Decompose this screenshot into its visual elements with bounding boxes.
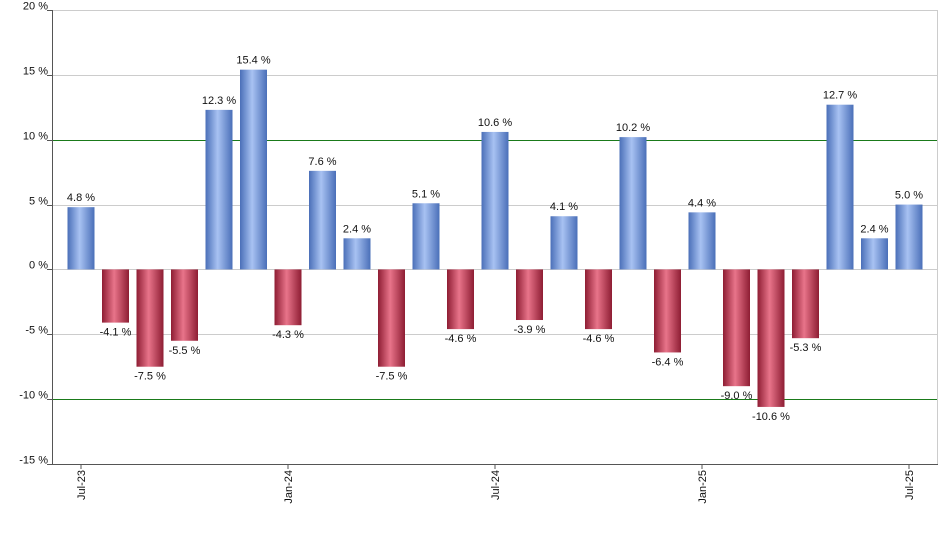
axes: 20 % 15 % 10 % 5 % 0 % -5 % -10 % -15 % Jul-23 Ja… xyxy=(19,1,938,504)
bar-negative xyxy=(792,269,819,339)
y-tick-label: 15 % xyxy=(23,66,48,78)
bar-negative xyxy=(516,269,543,321)
y-tick-label: 0 % xyxy=(29,260,48,272)
data-label: 10.2 % xyxy=(616,122,650,134)
bar-positive xyxy=(481,131,509,270)
data-label: -10.6 % xyxy=(752,411,790,423)
x-tick-label: Jul-23 xyxy=(76,470,88,500)
x-tick-label: Jul-24 xyxy=(490,470,502,500)
bar-positive xyxy=(688,212,716,270)
y-tick-label: 10 % xyxy=(23,131,48,143)
bar-negative xyxy=(171,269,198,341)
data-label: -5.3 % xyxy=(790,342,822,354)
bar-positive xyxy=(240,69,267,270)
data-label: 2.4 % xyxy=(343,223,371,235)
data-label: 5.0 % xyxy=(895,190,923,202)
bar-positive xyxy=(895,204,923,270)
bar-positive xyxy=(412,203,440,270)
data-label: -3.9 % xyxy=(514,324,546,336)
x-tick-label: Jul-25 xyxy=(904,470,916,500)
data-label: -4.1 % xyxy=(100,327,132,339)
bar-positive xyxy=(550,216,578,270)
bar-positive xyxy=(343,238,371,270)
bar-positive xyxy=(309,170,336,270)
bar-negative xyxy=(378,269,405,367)
y-tick-label: -10 % xyxy=(19,390,48,402)
data-label: -7.5 % xyxy=(134,371,166,383)
bar-negative xyxy=(723,269,750,387)
y-tick-label: 20 % xyxy=(23,1,48,13)
data-label: 5.1 % xyxy=(412,188,440,200)
bars xyxy=(67,69,923,407)
bar-negative xyxy=(585,269,612,330)
data-label: -9.0 % xyxy=(721,390,753,402)
data-label: 4.8 % xyxy=(67,192,95,204)
data-label: 12.7 % xyxy=(823,90,857,102)
data-label: 15.4 % xyxy=(236,55,270,67)
data-label: 2.4 % xyxy=(860,223,888,235)
bar-negative xyxy=(757,269,785,407)
data-label: 12.3 % xyxy=(202,95,236,107)
y-tick-label: -15 % xyxy=(19,455,48,467)
data-label: -4.3 % xyxy=(272,329,304,341)
x-tick-label: Jan-24 xyxy=(283,470,295,504)
data-label: -5.5 % xyxy=(169,345,201,357)
bar-positive xyxy=(67,207,95,270)
y-tick-label: 5 % xyxy=(29,196,48,208)
bar-positive xyxy=(826,104,854,270)
data-label: 7.6 % xyxy=(308,156,336,168)
data-label: -6.4 % xyxy=(652,356,684,368)
bar-negative xyxy=(447,269,474,330)
bar-negative xyxy=(136,269,164,367)
bar-negative xyxy=(654,269,681,353)
data-label: -4.6 % xyxy=(583,333,615,345)
y-tick-label: -5 % xyxy=(25,325,48,337)
data-label: 10.6 % xyxy=(478,117,512,129)
bar-positive xyxy=(205,109,233,270)
data-label: -4.6 % xyxy=(445,333,477,345)
bar-negative xyxy=(274,269,302,326)
x-tick-label: Jan-25 xyxy=(697,470,709,504)
data-label: 4.4 % xyxy=(688,197,716,209)
bar-negative xyxy=(102,269,129,323)
bar-positive xyxy=(861,238,888,270)
bar-positive xyxy=(619,137,647,270)
data-labels: 4.8 % -4.1 % -7.5 % -5.5 % 12.3 % 15.4 % -4.3 … xyxy=(67,55,923,423)
data-label: 4.1 % xyxy=(550,201,578,213)
data-label: -7.5 % xyxy=(376,371,408,383)
